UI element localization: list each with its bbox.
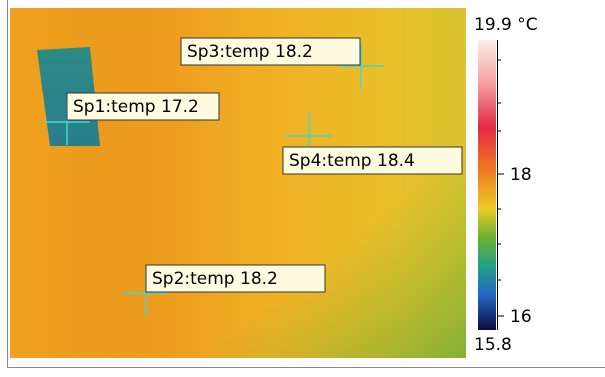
- spot-label: Sp2:temp 18.2: [152, 269, 278, 289]
- scale-ticks: [497, 60, 504, 316]
- scale-max: 19.9 °C: [474, 15, 538, 35]
- color-scale: [478, 40, 496, 330]
- spot-label: Sp3:temp 18.2: [187, 42, 313, 62]
- scale-tick-label: 18: [510, 165, 532, 185]
- scale-min: 15.8: [474, 335, 512, 355]
- spot-label: Sp1:temp 17.2: [73, 97, 199, 117]
- spot-label: Sp4:temp 18.4: [289, 151, 415, 171]
- scale-tick-label: 16: [510, 307, 532, 327]
- thermal-view: Sp1:temp 17.2 Sp2:temp 18.2 Sp3:temp 18.…: [0, 0, 605, 377]
